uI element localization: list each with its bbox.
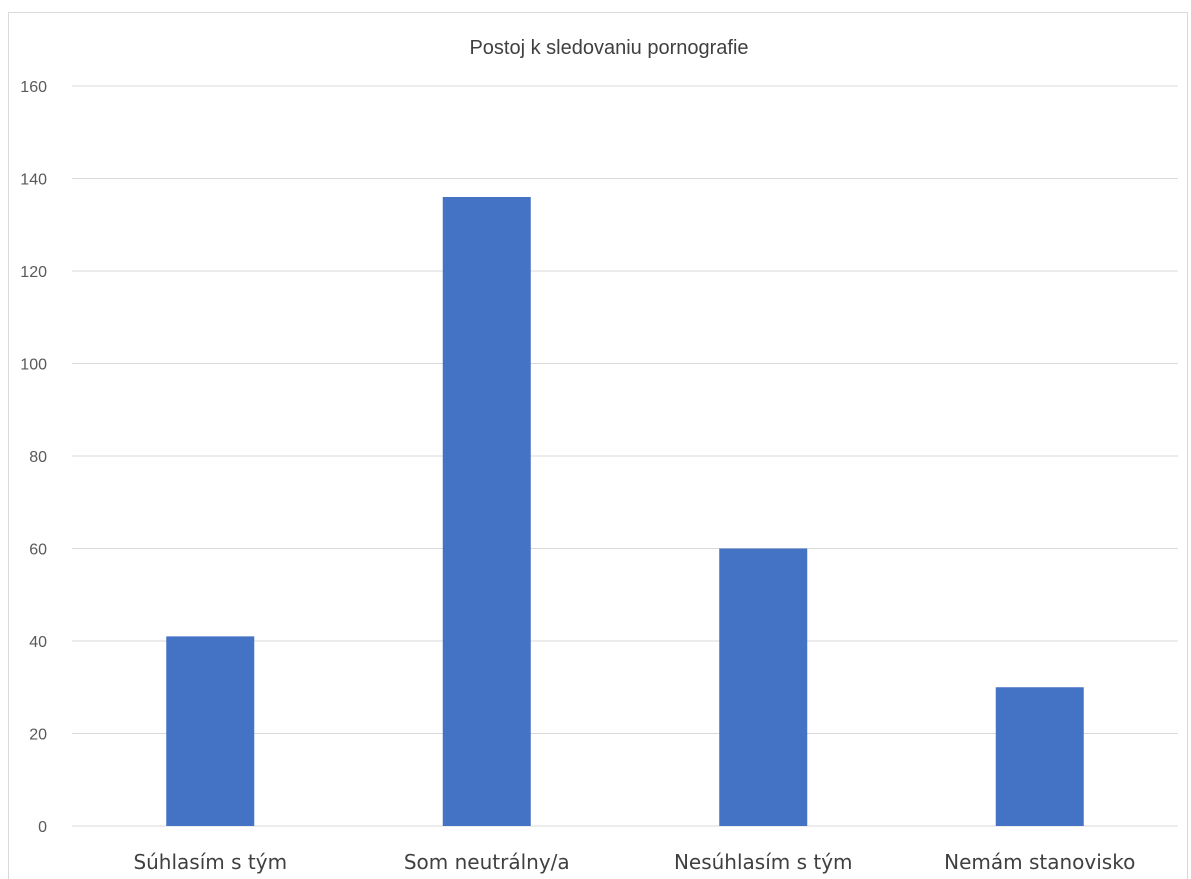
bars: [166, 197, 1084, 826]
y-tick-label: 20: [29, 727, 47, 744]
y-tick-label: 80: [29, 449, 47, 466]
y-tick-label: 0: [38, 819, 47, 836]
y-axis: 0 20 40 60 80 100 120 140 160: [20, 79, 47, 836]
y-tick-label: 140: [20, 172, 47, 189]
gridlines: [72, 85, 1178, 827]
y-tick-label: 60: [29, 542, 47, 559]
bar: [995, 687, 1084, 826]
y-tick-label: 160: [20, 79, 47, 96]
y-tick-label: 100: [20, 357, 47, 374]
bar: [442, 197, 531, 826]
bar: [166, 636, 255, 826]
chart-title: Postoj k sledovaniu pornografie: [469, 37, 748, 59]
x-tick-label: Nemám stanovisko: [944, 850, 1135, 874]
x-tick-label: Nesúhlasím s tým: [674, 850, 853, 874]
x-axis: Súhlasím s tým Som neutrálny/a Nesúhlasím …: [133, 850, 1135, 874]
x-tick-label: Súhlasím s tým: [133, 850, 287, 874]
bar: [719, 548, 808, 826]
y-tick-label: 40: [29, 634, 47, 651]
y-tick-label: 120: [20, 264, 47, 281]
x-tick-label: Som neutrálny/a: [404, 850, 570, 874]
